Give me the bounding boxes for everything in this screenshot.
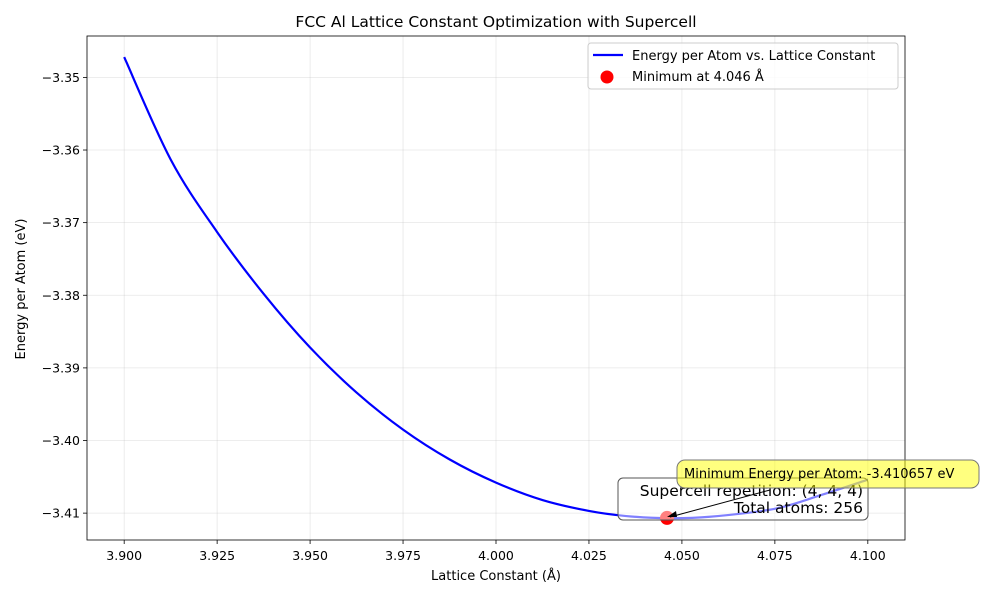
x-tick-label: 3.925 [199,548,235,563]
y-tick-label: −3.39 [42,360,80,375]
total-atoms-text: Total atoms: 256 [733,499,863,517]
x-axis-ticks: 3.900 3.925 3.950 3.975 4.000 4.025 4.050 4.075… [106,540,886,563]
minimum-annotation: Minimum Energy per Atom: -3.410657 eV [667,459,980,518]
x-tick-label: 4.075 [757,548,793,563]
legend-marker-swatch [600,70,614,84]
x-tick-label: 3.975 [385,548,421,563]
legend-series-label: Energy per Atom vs. Lattice Constant [632,49,875,64]
chart-title: FCC Al Lattice Constant Optimization wit… [295,13,696,31]
annotation-arrow-line [669,489,771,518]
y-tick-label: −3.41 [42,506,80,521]
annotation-arrowhead [667,511,677,517]
x-tick-label: 4.000 [478,548,514,563]
legend-box [587,42,899,90]
x-tick-label: 4.050 [664,548,700,563]
legend: Energy per Atom vs. Lattice Constant Min… [587,42,899,90]
y-tick-label: −3.36 [42,143,80,158]
x-tick-label: 4.100 [850,548,886,563]
y-tick-label: −3.38 [42,288,80,303]
minimum-energy-box [676,459,980,489]
y-axis-ticks: −3.41 −3.40 −3.39 −3.38 −3.37 −3.36 −3.35 [42,70,87,521]
y-tick-label: −3.40 [42,433,80,448]
x-axis-label: Lattice Constant (Å) [431,568,561,584]
x-tick-label: 4.025 [571,548,607,563]
x-tick-label: 3.900 [106,548,142,563]
legend-marker-label: Minimum at 4.046 Å [632,69,764,85]
x-tick-label: 3.950 [292,548,328,563]
y-tick-label: −3.37 [42,215,80,230]
plot-area [87,36,905,540]
minimum-energy-text: Minimum Energy per Atom: -3.410657 eV [684,467,954,482]
y-axis-label: Energy per Atom (eV) [14,219,29,360]
y-tick-label: −3.35 [42,70,80,85]
